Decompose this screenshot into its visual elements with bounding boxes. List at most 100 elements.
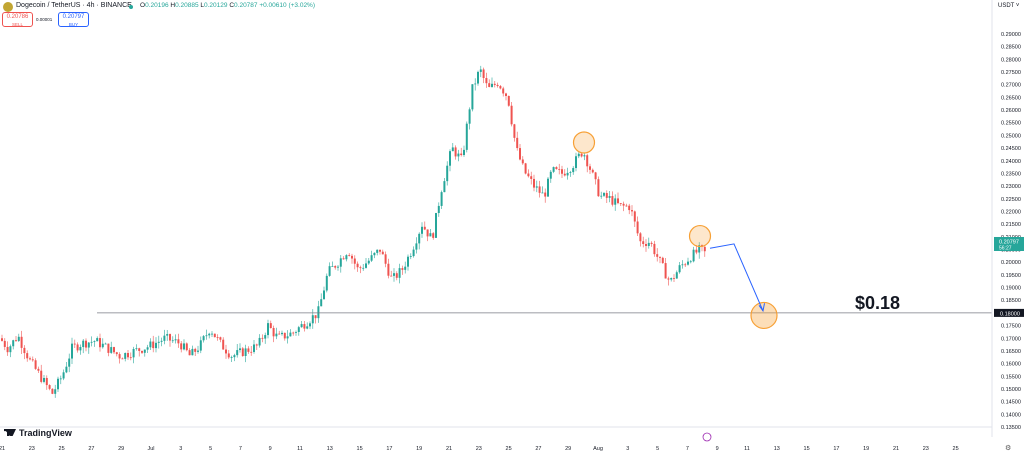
candle-body bbox=[244, 348, 247, 356]
candle-body bbox=[345, 255, 348, 260]
time-tick-label: 21 bbox=[446, 446, 452, 452]
candle-body bbox=[93, 341, 96, 343]
symbol-title[interactable]: Dogecoin / TetherUS · 4h · BINANCE bbox=[16, 2, 132, 9]
candle-body bbox=[367, 260, 370, 264]
candle-body bbox=[121, 358, 124, 360]
candle-body bbox=[188, 350, 191, 356]
event-flag-icon bbox=[702, 432, 712, 442]
candle-body bbox=[605, 193, 608, 198]
open-value: 0.20196 bbox=[145, 2, 169, 9]
candle-body bbox=[57, 378, 59, 390]
candle-body bbox=[664, 263, 667, 279]
candle-body bbox=[636, 221, 639, 234]
candle-body bbox=[398, 268, 401, 278]
candle-body bbox=[48, 385, 51, 389]
candle-body bbox=[390, 275, 393, 277]
candle-body bbox=[110, 347, 113, 353]
tradingview-logo[interactable]: TradingView bbox=[4, 428, 72, 438]
candle-body bbox=[675, 272, 678, 279]
candle-body bbox=[29, 358, 31, 360]
candle-body bbox=[99, 338, 101, 348]
candle-body bbox=[547, 178, 549, 197]
candle-body bbox=[314, 315, 317, 319]
ohlc-values: O0.20196 H0.20885 L0.20129 C0.20787 +0.0… bbox=[140, 2, 315, 9]
candle-body bbox=[90, 341, 93, 343]
candle-body bbox=[129, 357, 132, 359]
candle-body bbox=[443, 181, 446, 193]
candle-body bbox=[619, 203, 622, 204]
candle-body bbox=[561, 169, 563, 174]
candle-body bbox=[381, 251, 384, 255]
candle-body bbox=[519, 148, 521, 160]
candle-body bbox=[104, 343, 107, 345]
sell-button[interactable]: 0.20786 SELL bbox=[2, 12, 33, 27]
candle-body bbox=[558, 168, 561, 170]
candle-body bbox=[59, 378, 62, 380]
highlight-marker-circle bbox=[572, 131, 596, 154]
price-tick-label: 0.15000 bbox=[1001, 387, 1021, 393]
candle-body bbox=[87, 342, 90, 348]
candle-body bbox=[491, 83, 493, 87]
candle-body bbox=[6, 346, 9, 353]
candle-body bbox=[563, 173, 566, 176]
candle-body bbox=[71, 343, 73, 359]
candle-body bbox=[703, 246, 706, 252]
buy-button[interactable]: 0.20797 BUY bbox=[58, 12, 89, 27]
candle-body bbox=[510, 105, 513, 125]
candle-body bbox=[127, 352, 129, 358]
candle-body bbox=[34, 360, 37, 369]
candle-body bbox=[233, 355, 236, 358]
candle-body bbox=[569, 172, 572, 173]
candle-body bbox=[541, 192, 544, 194]
price-axis: 0.29000 0.28500 0.28000 0.27500 0.27000 0.265… bbox=[991, 0, 1024, 437]
candle-body bbox=[482, 69, 485, 79]
candle-body bbox=[653, 243, 656, 255]
candle-body bbox=[631, 210, 633, 212]
candle-body bbox=[216, 337, 219, 338]
settings-gear-icon[interactable]: ⚙ bbox=[1005, 445, 1012, 452]
time-tick-label: 7 bbox=[686, 446, 689, 452]
candle-body bbox=[401, 268, 404, 270]
price-tick-label: 0.17000 bbox=[1001, 336, 1021, 342]
candle-body bbox=[639, 233, 642, 242]
candle-body bbox=[43, 377, 45, 382]
close-value: 0.20787 bbox=[234, 2, 258, 9]
candle-body bbox=[645, 244, 647, 246]
candle-body bbox=[219, 337, 222, 340]
candle-body bbox=[409, 256, 412, 257]
candle-body bbox=[183, 343, 185, 350]
candle-body bbox=[54, 389, 57, 394]
candle-body bbox=[141, 350, 143, 353]
candle-body bbox=[681, 264, 684, 266]
currency-selector[interactable]: USDT ˅ bbox=[998, 3, 1020, 9]
candle-body bbox=[325, 275, 328, 291]
low-value: 0.20129 bbox=[204, 2, 228, 9]
candle-body bbox=[524, 163, 527, 174]
candle-body bbox=[549, 171, 552, 179]
candle-body bbox=[275, 333, 278, 337]
price-tick-label: 0.22000 bbox=[1001, 209, 1021, 215]
candle-body bbox=[513, 124, 516, 138]
candle-body bbox=[362, 267, 365, 269]
time-tick-label: 25 bbox=[59, 446, 65, 452]
price-tick-label: 0.17500 bbox=[1001, 324, 1021, 330]
candle-body bbox=[68, 358, 71, 367]
candle-body bbox=[600, 195, 603, 197]
candle-body bbox=[586, 155, 589, 167]
price-tick-label: 0.13500 bbox=[1001, 425, 1021, 431]
candle-body bbox=[356, 263, 359, 268]
candle-body bbox=[250, 351, 253, 353]
price-tick-label: 0.23000 bbox=[1001, 184, 1021, 190]
candle-body bbox=[115, 352, 118, 355]
candle-body bbox=[15, 340, 17, 342]
time-tick-label: 25 bbox=[953, 446, 959, 452]
candle-body bbox=[40, 370, 43, 382]
spread-value: 0.00001 bbox=[36, 17, 53, 22]
annotation-layer: $0.18 bbox=[97, 131, 992, 330]
candle-body bbox=[530, 176, 533, 179]
price-tick-label: 0.28500 bbox=[1001, 45, 1021, 51]
candle-body bbox=[272, 328, 275, 337]
candle-body bbox=[502, 88, 505, 94]
candle-body bbox=[580, 153, 583, 157]
